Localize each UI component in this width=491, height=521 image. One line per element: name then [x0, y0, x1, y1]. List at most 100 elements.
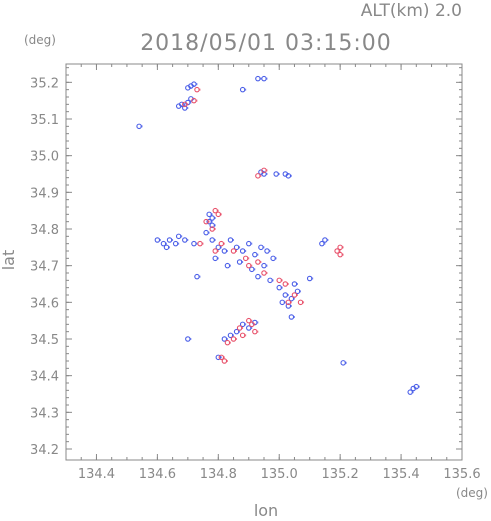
series-0-speck-48 — [280, 286, 283, 289]
series-1-speck-30 — [235, 338, 238, 340]
series-1-speck-17 — [280, 279, 283, 282]
x-unit-label: (deg) — [456, 486, 488, 500]
y-tick-label-8: 35.0 — [30, 150, 59, 165]
series-1-speck-16 — [265, 272, 268, 274]
series-1-speck-15 — [250, 264, 253, 267]
series-0-speck-57 — [311, 277, 314, 280]
series-0-speck-67 — [219, 356, 222, 359]
series-0-speck-22 — [164, 242, 167, 245]
series-0-speck-21 — [158, 239, 161, 241]
x-tick-label-1: 134.6 — [139, 467, 176, 482]
series-0-speck-26 — [186, 239, 189, 241]
series-0-speck-42 — [228, 264, 231, 267]
series-1-speck-23 — [338, 250, 341, 252]
series-0-speck-62 — [231, 334, 234, 337]
x-tick-label-5: 135.4 — [382, 467, 419, 482]
series-1-speck-0 — [198, 88, 201, 91]
y-tick-label-2: 34.4 — [30, 370, 59, 385]
series-1-speck-18 — [289, 301, 292, 304]
series-1-speck-4 — [259, 174, 262, 177]
series-0-speck-29 — [207, 231, 210, 234]
series-1-speck-29 — [244, 334, 247, 337]
series-1-speck-8 — [207, 220, 210, 223]
series-0-speck-30 — [213, 239, 216, 241]
series-0-speck-68 — [344, 361, 347, 364]
x-tick-label-2: 134.8 — [200, 467, 237, 482]
x-tick-label-0: 134.4 — [78, 467, 115, 482]
series-0-speck-33 — [231, 239, 234, 241]
series-1-speck-19 — [295, 294, 298, 296]
series-0-speck-10 — [140, 125, 143, 128]
series-0-speck-38 — [262, 246, 265, 249]
series-0-speck-6 — [186, 107, 189, 109]
x-tick-label-6: 135.6 — [443, 467, 480, 482]
series-0-speck-18 — [213, 217, 216, 219]
series-0-speck-47 — [271, 279, 274, 282]
y-tick-label-9: 35.1 — [30, 113, 59, 128]
series-0-speck-17 — [210, 213, 213, 216]
series-1-speck-21 — [302, 301, 305, 304]
series-0-speck-23 — [171, 239, 174, 241]
series-0-speck-5 — [183, 103, 186, 106]
series-1-speck-11 — [222, 242, 225, 245]
y-axis-label: lat — [0, 250, 18, 271]
series-1-speck-25 — [250, 319, 253, 322]
series-0-speck-11 — [244, 88, 247, 91]
series-1-speck-9 — [201, 242, 204, 245]
x-tick-label-4: 135.2 — [322, 467, 359, 482]
series-0-speck-35 — [244, 250, 247, 252]
series-0-speck-64 — [256, 321, 259, 324]
y-tick-label-6: 34.8 — [30, 223, 59, 238]
series-0-speck-55 — [326, 239, 329, 241]
series-1-speck-1 — [186, 103, 189, 106]
series-0-speck-16 — [277, 173, 280, 175]
series-0-speck-40 — [274, 257, 277, 260]
series-0-speck-52 — [283, 301, 286, 304]
y-tick-label-7: 34.9 — [30, 186, 59, 201]
series-0-speck-71 — [417, 385, 420, 388]
series-0-speck-44 — [253, 268, 256, 271]
series-1-speck-32 — [222, 356, 225, 359]
y-tick-label-3: 34.5 — [30, 333, 59, 348]
series-0-speck-19 — [210, 220, 213, 223]
series-0-speck-50 — [292, 297, 295, 300]
series-1-speck-24 — [341, 253, 344, 256]
series-0-speck-45 — [265, 264, 268, 267]
series-0-speck-28 — [168, 246, 171, 249]
series-1-speck-6 — [219, 213, 222, 216]
series-0-speck-56 — [323, 242, 326, 245]
series-0-speck-0 — [259, 77, 262, 80]
series-1-speck-13 — [247, 257, 250, 260]
y-tick-label-10: 35.2 — [30, 76, 59, 91]
series-1-speck-3 — [265, 169, 268, 172]
series-0-speck-43 — [241, 261, 244, 263]
series-0-speck-14 — [289, 174, 292, 177]
y-tick-label-0: 34.2 — [30, 443, 59, 458]
series-0-speck-4 — [189, 86, 192, 89]
series-0-speck-59 — [244, 323, 247, 326]
series-1-speck-27 — [241, 327, 244, 329]
series-0-speck-1 — [265, 77, 268, 80]
series-0-speck-60 — [250, 327, 253, 329]
series-1-speck-2 — [195, 99, 198, 102]
y-tick-label-1: 34.3 — [30, 406, 59, 421]
x-axis-label: lon — [254, 501, 278, 520]
x-tick-label-3: 135.0 — [261, 467, 298, 482]
series-0-speck-32 — [225, 250, 228, 252]
series-1-speck-28 — [256, 330, 259, 333]
series-1-speck-7 — [213, 228, 216, 230]
series-0-speck-63 — [225, 338, 228, 340]
series-0-speck-51 — [299, 290, 302, 293]
y-tick-label-4: 34.6 — [30, 296, 59, 311]
series-0-speck-66 — [189, 338, 192, 340]
series-0-speck-31 — [219, 246, 222, 249]
series-1-speck-20 — [286, 283, 289, 285]
series-0-speck-70 — [411, 391, 414, 394]
series-0-speck-24 — [177, 242, 180, 245]
series-1-speck-26 — [253, 323, 256, 326]
y-unit-label: (deg) — [24, 33, 56, 47]
series-1-speck-5 — [216, 209, 219, 212]
series-0-speck-49 — [286, 294, 289, 296]
series-0-speck-39 — [268, 250, 271, 252]
